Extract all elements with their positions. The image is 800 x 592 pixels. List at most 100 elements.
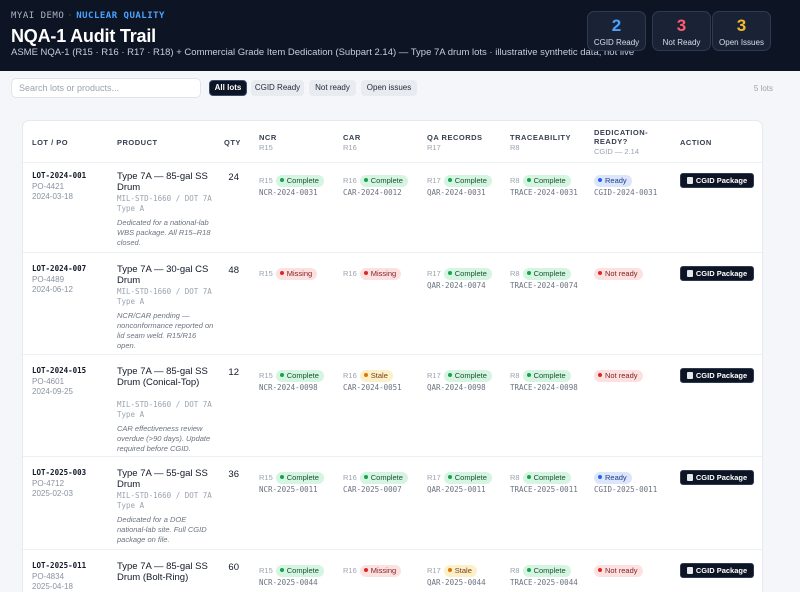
lot-id: LOT-2024-015 xyxy=(32,366,87,375)
cgid-package-button[interactable]: CGID Package xyxy=(680,470,754,485)
col-traceability: TRACEABILITY R8 xyxy=(510,133,571,152)
col-car-label: CAR xyxy=(343,133,361,142)
status-label: Complete xyxy=(370,175,403,185)
cgid-package-button[interactable]: CGID Package xyxy=(680,173,754,188)
ncr-status-ref: NCR-2025-0044 xyxy=(259,578,318,587)
ncr-status: R15 Complete xyxy=(259,562,324,580)
status-label: Missing xyxy=(370,268,397,278)
status-dot xyxy=(363,372,368,377)
requirement-code: R16 xyxy=(343,371,357,381)
status-label: Complete xyxy=(454,370,487,380)
traceability-status: R8 Complete xyxy=(510,562,571,580)
dedication-badge: Ready xyxy=(594,174,632,187)
col-lot-po: LOT / PO xyxy=(32,138,69,147)
app-header: MYAI DEMO · NUCLEAR QUALITY NQA-1 Audit Tr… xyxy=(0,0,800,71)
audit-table: LOT / PO PRODUCT QTY NCR R15 CAR R16 QA RE… xyxy=(22,120,763,592)
status-dot xyxy=(598,567,602,572)
status-dot xyxy=(598,270,602,275)
status-badge: Complete xyxy=(275,369,324,382)
col-ded-sub: CGID — 2.14 xyxy=(594,147,640,156)
lot-date: 2025-04-18 xyxy=(32,582,73,591)
clipboard-icon xyxy=(686,372,693,379)
status-label: Ready xyxy=(605,472,627,482)
status-label: Complete xyxy=(533,565,566,575)
row-divider xyxy=(23,549,762,550)
traceability-status-ref: TRACE-2024-0098 xyxy=(510,383,578,392)
status-label: Complete xyxy=(286,175,319,185)
traceability-status: R8 Complete xyxy=(510,469,571,487)
traceability-status: R8 Complete xyxy=(510,172,571,190)
status-dot xyxy=(526,474,531,479)
status-dot xyxy=(279,270,284,275)
filter-cgid-ready[interactable]: CGID Ready xyxy=(251,80,304,96)
requirement-code: R15 xyxy=(259,566,273,576)
filter-open-issues[interactable]: Open issues xyxy=(361,80,417,96)
qa-records-status-ref: QAR-2024-0031 xyxy=(427,188,486,197)
col-trace-sub: R8 xyxy=(510,143,520,152)
lot-id: LOT-2025-011 xyxy=(32,561,87,570)
stat-label: Not Ready xyxy=(662,38,701,47)
status-label: Complete xyxy=(286,472,319,482)
status-label: Complete xyxy=(286,370,319,380)
cgid-package-label: CGID Package xyxy=(695,371,748,380)
col-car-sub: R16 xyxy=(343,143,357,152)
cgid-package-button[interactable]: CGID Package xyxy=(680,368,754,383)
product-name: Type 7A — 55-gal SS Drum xyxy=(117,468,208,490)
status-dot xyxy=(363,567,368,572)
status-badge: Complete xyxy=(275,564,324,577)
qa-records-status: R17 Stale xyxy=(427,562,477,580)
dedication-badge: Not ready xyxy=(594,369,643,382)
cgid-package-button[interactable]: CGID Package xyxy=(680,266,754,281)
lot-id: LOT-2024-001 xyxy=(32,171,87,180)
status-label: Complete xyxy=(533,268,566,278)
po-number: PO-4601 xyxy=(32,377,65,386)
car-status: R16 Missing xyxy=(343,562,402,580)
requirement-code: R17 xyxy=(427,371,441,381)
status-badge: Complete xyxy=(522,369,571,382)
stat-value: 2 xyxy=(611,16,622,35)
search-input[interactable] xyxy=(11,78,201,98)
product-name: Type 7A — 85-gal SS Drum (Bolt-Ring) xyxy=(117,561,208,583)
stat-label: Open Issues xyxy=(719,38,764,47)
lot-id: LOT-2025-003 xyxy=(32,468,87,477)
dedication-ref: CGID-2024-0031 xyxy=(594,188,658,197)
col-ncr-label: NCR xyxy=(259,133,277,142)
product-note: Dedicated for a national-lab WBS package… xyxy=(117,218,211,247)
qa-records-status-ref: QAR-2024-0074 xyxy=(427,281,486,290)
requirement-code: R15 xyxy=(259,176,273,186)
po-number: PO-4489 xyxy=(32,275,65,284)
status-label: Complete xyxy=(454,175,487,185)
qa-records-status: R17 Complete xyxy=(427,469,492,487)
requirement-code: R8 xyxy=(510,473,520,483)
col-ded-label: DEDICATION- xyxy=(594,128,649,137)
clipboard-icon xyxy=(686,567,693,574)
product-spec: MIL-STD-1660 / DOT 7A Type A xyxy=(117,287,212,306)
requirement-code: R8 xyxy=(510,176,520,186)
dedication-status: Ready xyxy=(594,469,632,487)
col-trace-label: TRACEABILITY xyxy=(510,133,571,142)
qa-records-status: R17 Complete xyxy=(427,265,492,283)
status-dot xyxy=(526,372,531,377)
requirement-code: R8 xyxy=(510,566,520,576)
requirement-code: R15 xyxy=(259,473,273,483)
requirement-code: R17 xyxy=(427,473,441,483)
status-badge: Complete xyxy=(522,267,571,280)
cgid-package-label: CGID Package xyxy=(695,566,748,575)
filter-not-ready[interactable]: Not ready xyxy=(309,80,356,96)
filter-all-lots[interactable]: All lots xyxy=(209,80,247,96)
product-note: Dedicated for a DOE national-lab site. F… xyxy=(117,515,207,544)
status-badge: Complete xyxy=(522,471,571,484)
status-dot xyxy=(526,567,531,572)
status-label: Not ready xyxy=(605,370,638,380)
cgid-package-label: CGID Package xyxy=(695,473,748,482)
lot-date: 2024-03-18 xyxy=(32,192,73,201)
ncr-status: R15 Complete xyxy=(259,367,324,385)
status-badge: Complete xyxy=(443,174,492,187)
po-number: PO-4834 xyxy=(32,572,65,581)
cgid-package-button[interactable]: CGID Package xyxy=(680,563,754,578)
status-badge: Stale xyxy=(359,369,393,382)
ncr-status: R15 Missing xyxy=(259,265,318,283)
status-dot xyxy=(363,270,368,275)
status-badge: Missing xyxy=(359,564,402,577)
clipboard-icon xyxy=(686,474,693,481)
